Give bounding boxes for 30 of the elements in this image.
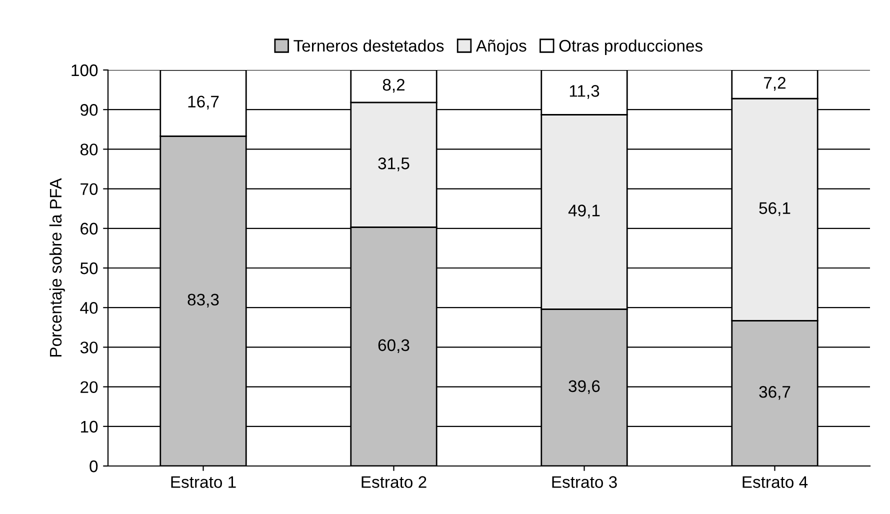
y-tick-label: 70 [80,183,98,196]
y-tick-label: 30 [80,342,98,354]
legend-label: Terneros destetados [294,39,444,52]
y-tick-label: 90 [80,104,98,116]
legend-label: Otras producciones [559,39,702,55]
y-tick-label: 80 [80,144,98,156]
legend-label: Añojos [476,39,526,55]
y-tick-label: 20 [80,381,98,394]
data-label: 83,3 [188,294,219,308]
data-label: 31,5 [378,158,410,172]
x-tick-label: Estrato 3 [552,476,617,488]
y-tick-label: 40 [80,302,98,314]
data-label: 7,2 [764,76,786,91]
data-label: 49,1 [568,204,600,218]
y-tick-label: 10 [81,420,98,433]
x-tick-label: Estrato 1 [171,476,236,488]
data-label: 8,2 [382,78,404,93]
data-label: 11,3 [570,85,600,99]
y-axis-title: Porcentaje sobre la PFA [49,178,65,356]
y-tick-label: 60 [80,222,98,235]
data-label: 16,7 [188,96,219,110]
y-tick-label: 100 [72,64,98,76]
data-label: 36,7 [759,386,790,400]
x-tick-label: Estrato 2 [362,476,426,488]
data-label: 60,3 [378,339,410,354]
x-tick-label: Estrato 4 [742,476,808,488]
y-tick-label: 50 [80,262,98,274]
data-label: 56,1 [759,202,790,216]
y-tick-label: 0 [90,460,98,472]
data-label: 39,6 [568,380,600,394]
